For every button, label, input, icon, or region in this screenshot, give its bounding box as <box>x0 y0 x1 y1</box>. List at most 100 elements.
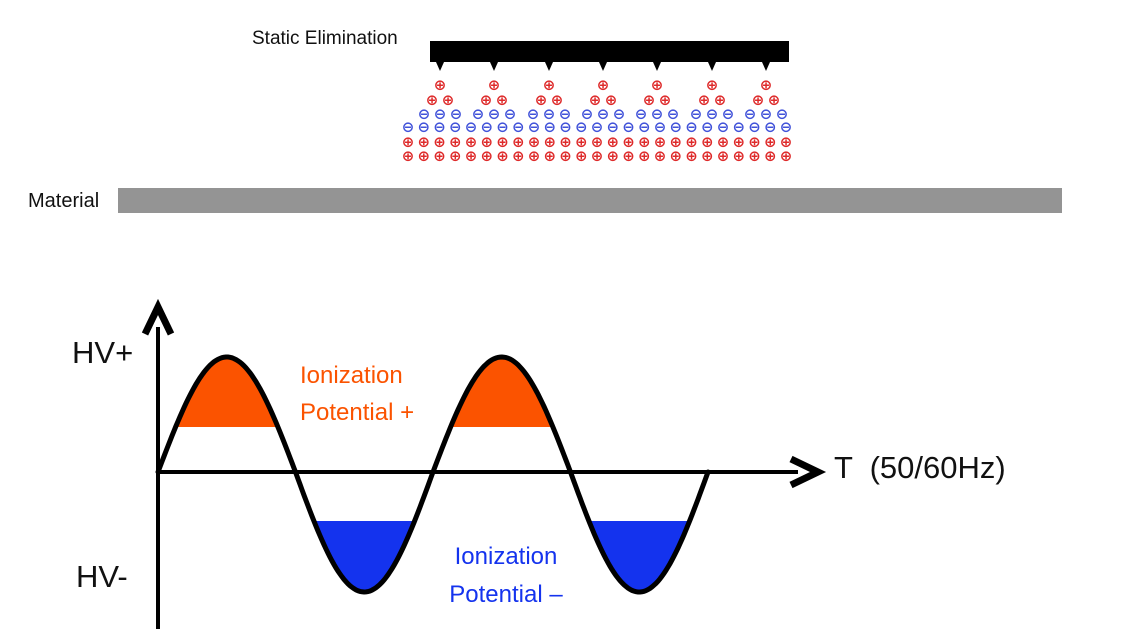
positive-ion-icon: ⊕ <box>751 91 765 109</box>
positive-ion-icon: ⊕ <box>534 91 548 109</box>
positive-ion-icon: ⊕ <box>705 76 719 94</box>
positive-ion-icon: ⊕ <box>685 133 698 151</box>
positive-ion-icon: ⊕ <box>588 91 602 109</box>
electrode-pin-icon <box>762 62 770 71</box>
x-axis-arrow-icon <box>789 455 827 489</box>
negative-ion-icon: ⊖ <box>527 118 541 136</box>
negative-ion-icon: ⊖ <box>503 105 517 123</box>
negative-ion-icon: ⊖ <box>448 118 462 136</box>
positive-ion-icon: ⊕ <box>779 147 793 165</box>
negative-ion-icon: ⊖ <box>779 118 793 136</box>
positive-ion-icon: ⊕ <box>604 91 618 109</box>
positive-ion-icon: ⊕ <box>433 133 446 151</box>
ionization-potential-negative-label: Ionization Potential – <box>424 538 588 614</box>
positive-ion-icon: ⊕ <box>716 147 730 165</box>
positive-ion-icon: ⊕ <box>527 133 541 151</box>
positive-ion-icon: ⊕ <box>763 147 777 165</box>
ionization-region-negative-2 <box>588 521 690 592</box>
positive-ion-icon: ⊕ <box>759 76 773 94</box>
positive-ion-icon: ⊕ <box>487 76 501 94</box>
negative-ion-icon: ⊖ <box>732 118 746 136</box>
positive-ion-icon: ⊕ <box>763 133 777 151</box>
positive-ion-icon: ⊕ <box>496 147 509 165</box>
positive-ion-icon: ⊕ <box>700 133 714 151</box>
electrode-pin-icon <box>436 62 444 71</box>
negative-ion-icon: ⊖ <box>449 105 463 123</box>
positive-ion-icon: ⊕ <box>479 91 493 109</box>
positive-ion-icon: ⊕ <box>716 133 730 151</box>
positive-ion-icon: ⊕ <box>496 133 509 151</box>
positive-ion-icon: ⊕ <box>622 133 635 151</box>
positive-ion-icon: ⊕ <box>401 133 415 151</box>
negative-ion-icon: ⊖ <box>480 118 494 136</box>
negative-ion-icon: ⊖ <box>685 118 698 136</box>
positive-ion-icon: ⊕ <box>658 91 672 109</box>
static-elimination-label: Static Elimination <box>252 28 398 49</box>
negative-ion-icon: ⊖ <box>417 118 431 136</box>
negative-ion-icon: ⊖ <box>511 118 525 136</box>
positive-ion-icon: ⊕ <box>574 147 588 165</box>
positive-ion-icon: ⊕ <box>767 91 781 109</box>
negative-ion-icon: ⊖ <box>433 118 446 136</box>
positive-ion-icon: ⊕ <box>748 147 761 165</box>
electrode-pin-icon <box>708 62 716 71</box>
negative-ion-icon: ⊖ <box>612 105 626 123</box>
positive-ion-icon: ⊕ <box>622 147 635 165</box>
positive-ion-icon: ⊕ <box>511 133 525 151</box>
positive-ion-icon: ⊕ <box>653 147 667 165</box>
positive-ion-icon: ⊕ <box>448 147 462 165</box>
negative-ion-icon: ⊖ <box>496 118 509 136</box>
positive-ion-icon: ⊕ <box>653 133 667 151</box>
positive-ion-icon: ⊕ <box>480 133 494 151</box>
negative-ion-icon: ⊖ <box>471 105 485 123</box>
positive-ion-icon: ⊕ <box>401 147 415 165</box>
negative-ion-icon: ⊖ <box>542 105 556 123</box>
negative-ion-icon: ⊖ <box>653 118 667 136</box>
negative-ion-icon: ⊖ <box>721 105 735 123</box>
hv-plus-label: HV+ <box>72 335 134 370</box>
negative-ion-icon: ⊖ <box>700 118 714 136</box>
positive-ion-icon: ⊕ <box>574 133 588 151</box>
material-bar <box>118 188 1062 213</box>
positive-ion-icon: ⊕ <box>590 147 604 165</box>
positive-ion-icon: ⊕ <box>425 91 439 109</box>
negative-ion-icon: ⊖ <box>559 118 572 136</box>
negative-ion-icon: ⊖ <box>433 105 447 123</box>
positive-ion-icon: ⊕ <box>650 76 664 94</box>
ionization-region-positive-1 <box>175 357 278 427</box>
positive-ion-icon: ⊕ <box>464 133 478 151</box>
negative-ion-icon: ⊖ <box>464 118 478 136</box>
positive-ion-icon: ⊕ <box>697 91 711 109</box>
positive-ion-icon: ⊕ <box>779 133 793 151</box>
material-label: Material <box>28 190 100 212</box>
electrode-pin-icon <box>599 62 607 71</box>
positive-ion-icon: ⊕ <box>527 147 541 165</box>
positive-ion-icon: ⊕ <box>480 147 494 165</box>
negative-ion-icon: ⊖ <box>650 105 664 123</box>
negative-ion-icon: ⊖ <box>580 105 594 123</box>
positive-ion-icon: ⊕ <box>748 133 761 151</box>
negative-ion-icon: ⊖ <box>748 118 761 136</box>
ionization-positive-line1: Ionization <box>300 362 403 389</box>
negative-ion-icon: ⊖ <box>526 105 540 123</box>
y-axis-arrow-icon <box>141 298 175 336</box>
positive-ion-icon: ⊕ <box>448 133 462 151</box>
electrode-pin-icon <box>490 62 498 71</box>
positive-ion-icon: ⊕ <box>559 147 572 165</box>
positive-ion-icon: ⊕ <box>590 133 604 151</box>
positive-ion-icon: ⊕ <box>417 133 431 151</box>
positive-ion-icon: ⊕ <box>732 133 746 151</box>
positive-ion-icon: ⊕ <box>464 147 478 165</box>
ionization-region-negative-1 <box>313 521 415 592</box>
electrode-pin-icon <box>545 62 553 71</box>
negative-ion-icon: ⊖ <box>606 118 620 136</box>
positive-ion-icon: ⊕ <box>417 147 431 165</box>
negative-ion-icon: ⊖ <box>763 118 777 136</box>
positive-ion-icon: ⊕ <box>559 133 572 151</box>
negative-ion-icon: ⊖ <box>775 105 789 123</box>
negative-ion-icon: ⊖ <box>590 118 604 136</box>
positive-ion-icon: ⊕ <box>543 133 557 151</box>
ionization-negative-line1: Ionization <box>454 543 558 570</box>
